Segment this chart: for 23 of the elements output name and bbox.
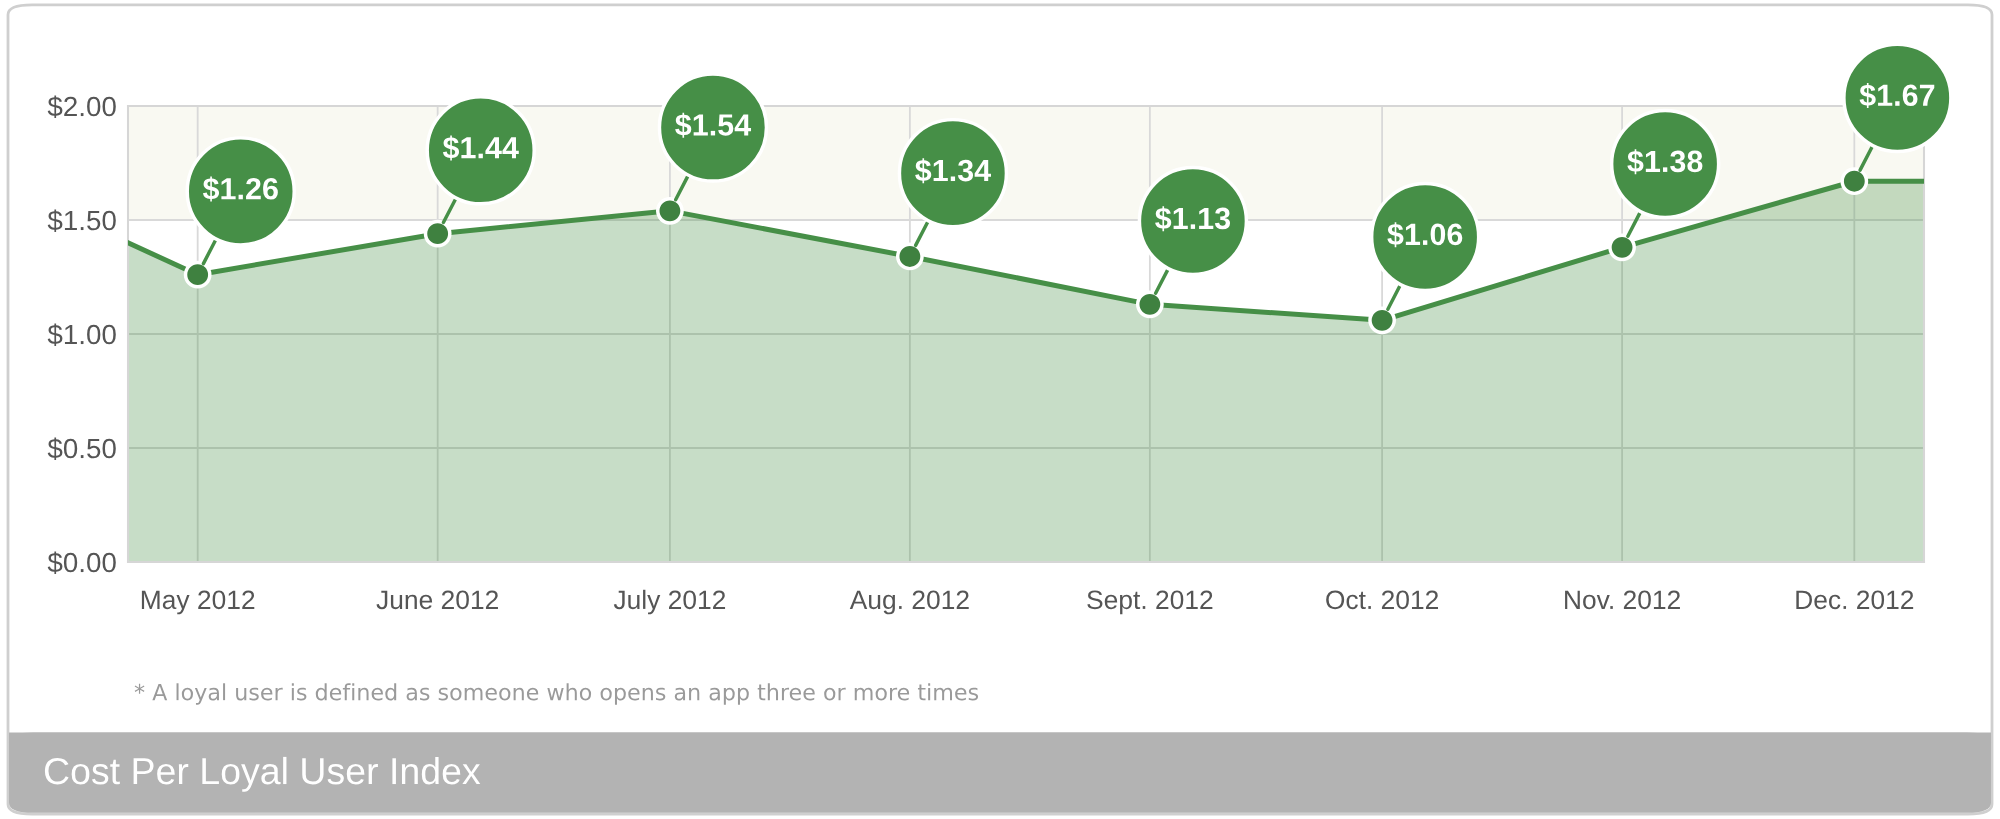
y-tick-label: $1.00 bbox=[47, 323, 116, 346]
data-label: $1.34 bbox=[915, 158, 992, 184]
x-tick-label: Aug. 2012 bbox=[849, 590, 969, 615]
data-label: $1.13 bbox=[1155, 206, 1231, 232]
x-tick-label: Dec. 2012 bbox=[1796, 590, 1914, 610]
data-label: $1.38 bbox=[1627, 149, 1703, 175]
text: Cost Per Loyal User Index bbox=[44, 756, 481, 792]
data-label: $1.54 bbox=[675, 112, 752, 138]
x-tick-label: Sept. 2012 bbox=[1087, 590, 1213, 615]
y-tick-label: $0.50 bbox=[47, 437, 116, 460]
data-label: $1.44 bbox=[442, 135, 519, 161]
x-tick-label: Nov. 2012 bbox=[1565, 590, 1680, 610]
x-tick-label: Oct. 2012 bbox=[1326, 590, 1438, 610]
data-label: $1.26 bbox=[202, 176, 278, 202]
x-tick-label: July 2012 bbox=[613, 589, 726, 615]
x-tick-label: June 2012 bbox=[376, 590, 498, 610]
y-tick-label: $0.00 bbox=[47, 551, 116, 574]
data-label: $1.06 bbox=[1387, 222, 1463, 248]
y-tick-label: $2.00 bbox=[47, 95, 116, 118]
y-tick-label: $1.50 bbox=[47, 209, 116, 232]
text: * A loyal user is defined as someone who opens an app three or more times bbox=[134, 683, 979, 705]
data-label: $1.67 bbox=[1859, 83, 1935, 109]
x-tick-label: May 2012 bbox=[141, 590, 255, 615]
